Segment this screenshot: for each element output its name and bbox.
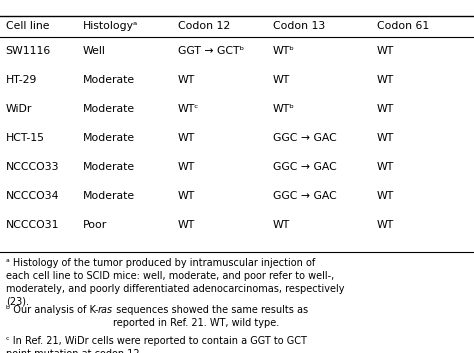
Text: ᵃ Histology of the tumor produced by intramuscular injection of
each cell line t: ᵃ Histology of the tumor produced by int… — [6, 258, 344, 307]
Text: WT: WT — [377, 46, 394, 56]
Text: Moderate: Moderate — [83, 133, 135, 143]
Text: Histologyᵃ: Histologyᵃ — [83, 22, 138, 31]
Text: WT: WT — [377, 220, 394, 230]
Text: WiDr: WiDr — [6, 104, 32, 114]
Text: Well: Well — [83, 46, 106, 56]
Text: NCCCO34: NCCCO34 — [6, 191, 59, 201]
Text: GGC → GAC: GGC → GAC — [273, 162, 336, 172]
Text: sequences showed the same results as
reported in Ref. 21. WT, wild type.: sequences showed the same results as rep… — [113, 305, 308, 328]
Text: WT: WT — [377, 75, 394, 85]
Text: NCCCO31: NCCCO31 — [6, 220, 59, 230]
Text: WT: WT — [377, 104, 394, 114]
Text: ras: ras — [98, 305, 113, 315]
Text: WT: WT — [377, 191, 394, 201]
Text: WT: WT — [377, 133, 394, 143]
Text: Moderate: Moderate — [83, 75, 135, 85]
Text: WT: WT — [273, 75, 290, 85]
Text: Codon 61: Codon 61 — [377, 22, 429, 31]
Text: WT: WT — [377, 162, 394, 172]
Text: HT-29: HT-29 — [6, 75, 37, 85]
Text: Moderate: Moderate — [83, 162, 135, 172]
Text: Codon 13: Codon 13 — [273, 22, 325, 31]
Text: HCT-15: HCT-15 — [6, 133, 45, 143]
Text: Moderate: Moderate — [83, 104, 135, 114]
Text: ᵇ Our analysis of K-: ᵇ Our analysis of K- — [6, 305, 98, 315]
Text: WTᶜ: WTᶜ — [178, 104, 199, 114]
Text: Codon 12: Codon 12 — [178, 22, 230, 31]
Text: WT: WT — [178, 191, 195, 201]
Text: GGT → GCTᵇ: GGT → GCTᵇ — [178, 46, 244, 56]
Text: WT: WT — [273, 220, 290, 230]
Text: Moderate: Moderate — [83, 191, 135, 201]
Text: WT: WT — [178, 162, 195, 172]
Text: WT: WT — [178, 220, 195, 230]
Text: GGC → GAC: GGC → GAC — [273, 191, 336, 201]
Text: GGC → GAC: GGC → GAC — [273, 133, 336, 143]
Text: NCCCO33: NCCCO33 — [6, 162, 59, 172]
Text: WT: WT — [178, 75, 195, 85]
Text: WT: WT — [178, 133, 195, 143]
Text: WTᵇ: WTᵇ — [273, 104, 294, 114]
Text: Poor: Poor — [83, 220, 107, 230]
Text: SW1116: SW1116 — [6, 46, 51, 56]
Text: Cell line: Cell line — [6, 22, 49, 31]
Text: ᶜ In Ref. 21, WiDr cells were reported to contain a GGT to GCT
point mutation at: ᶜ In Ref. 21, WiDr cells were reported t… — [6, 336, 307, 353]
Text: WTᵇ: WTᵇ — [273, 46, 294, 56]
